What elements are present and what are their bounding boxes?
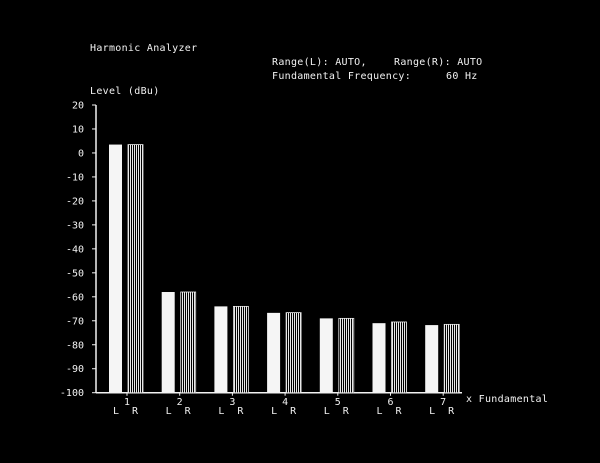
harmonic-number-label: 4: [282, 397, 288, 408]
channel-label-R: R: [132, 406, 139, 417]
channel-label-R: R: [343, 406, 350, 417]
bar-R-harmonic-5: [338, 317, 355, 394]
harmonic-number-label: 2: [177, 397, 183, 408]
bar-L-harmonic-2: [161, 292, 175, 393]
range-right: Range(R): AUTO: [394, 57, 483, 68]
y-tick-label: -40: [66, 244, 84, 255]
y-tick-label: -60: [66, 292, 84, 303]
y-tick-label: 10: [72, 124, 84, 135]
channel-label-L: L: [376, 406, 382, 417]
x-axis-label: x Fundamental: [466, 394, 549, 405]
harmonic-number-label: 6: [387, 397, 393, 408]
bar-L-harmonic-3: [214, 306, 228, 393]
y-tick-label: -70: [66, 316, 84, 327]
y-tick-label: 0: [78, 148, 84, 159]
channel-label-L: L: [324, 406, 330, 417]
y-tick-label: -100: [60, 388, 84, 399]
channel-label-L: L: [166, 406, 172, 417]
channel-label-R: R: [185, 406, 192, 417]
bar-L-harmonic-7: [425, 325, 439, 393]
bar-L-harmonic-4: [267, 312, 281, 393]
channel-label-R: R: [290, 406, 297, 417]
y-axis-label: Level (dBu): [90, 86, 160, 97]
channel-label-L: L: [271, 406, 277, 417]
harmonic-number-label: 1: [124, 397, 130, 408]
fundamental-frequency-label: Fundamental Frequency:: [272, 71, 412, 82]
channel-label-R: R: [395, 406, 402, 417]
fundamental-frequency-value: 60 Hz: [446, 71, 478, 82]
bar-L-harmonic-5: [319, 318, 333, 393]
y-tick-label: -90: [66, 364, 84, 375]
bar-R-harmonic-4: [285, 312, 302, 394]
bar-L-harmonic-1: [109, 144, 122, 393]
bar-R-harmonic-6: [391, 321, 407, 394]
y-tick-label: -50: [66, 268, 84, 279]
channel-label-R: R: [237, 406, 244, 417]
channel-label-L: L: [429, 406, 435, 417]
bar-R-harmonic-3: [232, 305, 249, 394]
y-tick-label: 20: [72, 101, 84, 112]
y-tick-label: -10: [66, 172, 84, 183]
harmonic-number-label: 3: [229, 397, 235, 408]
harmonic-number-label: 5: [335, 397, 341, 408]
bar-R-harmonic-2: [180, 291, 197, 394]
bar-R-harmonic-1: [127, 144, 144, 394]
y-tick-label: -20: [66, 196, 84, 207]
range-left: Range(L): AUTO,: [272, 57, 367, 68]
y-tick-label: -30: [66, 220, 84, 231]
chart-title: Harmonic Analyzer: [90, 43, 198, 54]
bar-L-harmonic-6: [372, 323, 386, 393]
harmonic-number-label: 7: [440, 397, 446, 408]
channel-label-L: L: [113, 406, 119, 417]
channel-label-R: R: [448, 406, 455, 417]
channel-label-L: L: [218, 406, 224, 417]
y-tick-label: -80: [66, 340, 84, 351]
bar-R-harmonic-7: [443, 323, 460, 394]
